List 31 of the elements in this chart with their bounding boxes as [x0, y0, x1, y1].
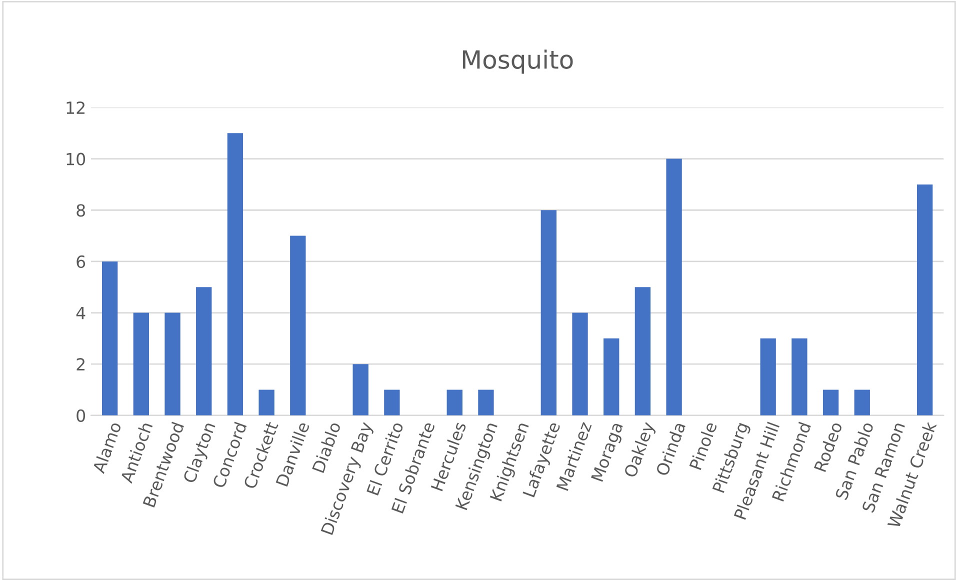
- bar: [478, 390, 494, 416]
- y-tick-label: 6: [76, 255, 86, 268]
- bar: [290, 236, 306, 416]
- chart-title: Mosquito: [462, 50, 573, 74]
- bar: [446, 390, 462, 416]
- bar: [854, 390, 870, 416]
- bar: [572, 312, 588, 416]
- bar: [666, 158, 682, 416]
- bar: [164, 312, 180, 416]
- y-tick-label: 8: [76, 204, 86, 217]
- y-tick-label: 10: [66, 152, 86, 166]
- bar: [384, 390, 400, 416]
- y-tick-label: 0: [76, 409, 86, 422]
- bar: [916, 184, 933, 416]
- bar: [792, 338, 808, 416]
- bar: [760, 338, 776, 416]
- bar: [822, 390, 839, 416]
- bar: [196, 287, 212, 416]
- y-tick-label: 4: [76, 306, 86, 320]
- y-tick-label: 2: [76, 358, 84, 370]
- y-tick-label: 12: [66, 101, 84, 114]
- bar: [133, 312, 149, 416]
- x-tick-label: Rodeo: [814, 421, 843, 472]
- bar: [540, 210, 557, 416]
- bar: [227, 133, 244, 416]
- bar: [258, 390, 274, 416]
- bar: [102, 261, 118, 416]
- bar: [634, 287, 651, 416]
- x-tick-label: Alamo: [92, 421, 122, 474]
- bar: [604, 338, 620, 416]
- bar: [352, 364, 368, 416]
